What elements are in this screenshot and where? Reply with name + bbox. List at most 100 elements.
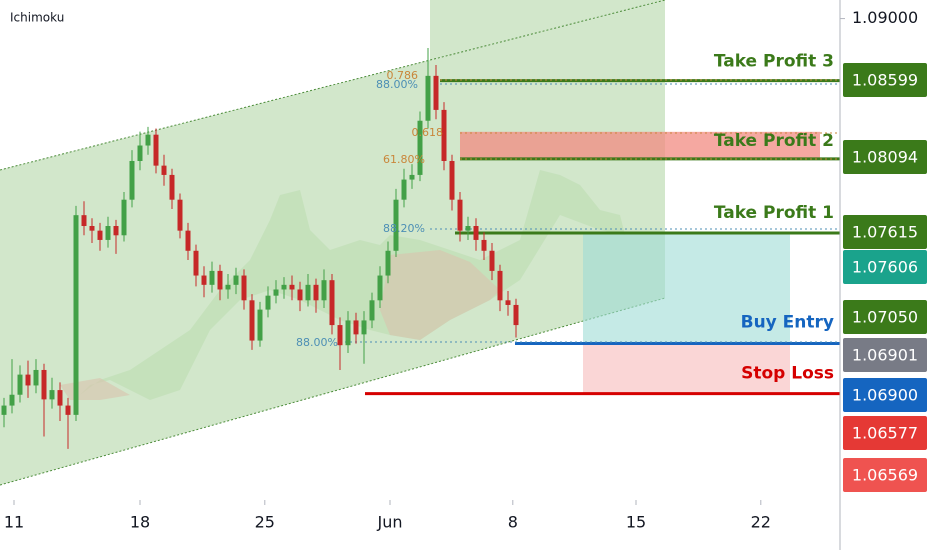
candle-body: [289, 284, 295, 290]
candle-body: [433, 75, 439, 110]
candle-body: [241, 275, 247, 301]
candle-body: [329, 280, 335, 326]
candle-body: [425, 75, 431, 121]
candle-body: [393, 199, 399, 251]
fib-label: 0.786: [387, 69, 419, 82]
x-tick-label: 18: [130, 513, 150, 532]
candle-body: [105, 226, 111, 240]
candle-body: [441, 109, 447, 161]
candle-body: [353, 320, 359, 335]
candle-body: [401, 179, 407, 200]
level-label: Stop Loss: [741, 364, 834, 384]
level-label: Take Profit 3: [714, 52, 834, 72]
candle-body: [385, 250, 391, 276]
candle-body: [201, 275, 207, 285]
candle-body: [33, 369, 39, 386]
x-tick-label: 11: [4, 513, 24, 532]
candle-body: [345, 320, 351, 346]
level-label: Take Profit 1: [714, 203, 834, 223]
price-tag: [843, 215, 927, 249]
candle-body: [9, 394, 15, 406]
candle-body: [185, 230, 191, 251]
candle-body: [505, 300, 511, 305]
candle-body: [417, 120, 423, 175]
price-tag: [843, 63, 927, 97]
price-tag: [843, 140, 927, 174]
candle-body: [209, 270, 215, 285]
candle-body: [449, 160, 455, 200]
price-tag: [843, 416, 927, 450]
candle-body: [369, 300, 375, 321]
candle-body: [113, 226, 119, 236]
candle-body: [137, 145, 143, 161]
candle-body: [481, 239, 487, 251]
fib-label: 88.00%: [296, 336, 338, 349]
candle-body: [489, 250, 495, 271]
price-tag-label: 1.07050: [852, 308, 918, 327]
candle-body: [89, 226, 95, 231]
candle-body: [233, 275, 239, 285]
channel-lower: [0, 297, 666, 486]
fib-label: 0.618: [412, 126, 444, 139]
fib-label: 88.00%: [376, 78, 418, 91]
price-tag: [843, 378, 927, 412]
price-tag-label: 1.06577: [852, 424, 918, 443]
candle-body: [465, 226, 471, 231]
candle-body: [1, 405, 7, 415]
candle-body: [305, 284, 311, 301]
candle-body: [313, 284, 319, 301]
fib-label: 61.80%: [383, 153, 425, 166]
x-tick-label: 25: [255, 513, 275, 532]
candle-body: [321, 280, 327, 301]
level-label: Take Profit 2: [714, 131, 834, 151]
candle-body: [169, 174, 175, 200]
x-tick-label: 15: [626, 513, 646, 532]
candle-body: [177, 199, 183, 231]
price-tag-label: 1.08599: [852, 71, 918, 90]
candle-body: [81, 215, 87, 227]
x-tick-label: 22: [751, 513, 771, 532]
price-tag: [843, 458, 927, 492]
price-tag-label: 1.06900: [852, 386, 918, 405]
candle-body: [457, 199, 463, 231]
candle-body: [193, 250, 199, 276]
candle-body: [225, 284, 231, 290]
candle-body: [17, 374, 23, 395]
y-tick-label: 1.09000: [852, 8, 918, 27]
candle-body: [161, 165, 167, 175]
ichimoku-cloud-bear: [380, 250, 500, 340]
candle-body: [49, 390, 55, 400]
price-tag-label: 1.07606: [852, 258, 918, 277]
candle-body: [281, 284, 287, 290]
price-tag: [843, 250, 927, 284]
candle-body: [409, 174, 415, 180]
candle-body: [249, 300, 255, 341]
candle-body: [265, 295, 271, 310]
candle-body: [41, 369, 47, 400]
candle-body: [153, 134, 159, 166]
price-tag: [843, 300, 927, 334]
candle-body: [129, 160, 135, 200]
price-tag: [843, 338, 927, 372]
candle-body: [145, 134, 151, 146]
candle-body: [497, 270, 503, 301]
fib-label: 88.20%: [383, 222, 425, 235]
candle-body: [25, 374, 31, 386]
loss-zone: [583, 343, 790, 394]
candle-body: [97, 230, 103, 240]
indicator-label: Ichimoku: [10, 11, 64, 25]
candle-body: [121, 199, 127, 236]
price-tag-label: 1.06901: [852, 346, 918, 365]
profit-zone: [583, 232, 790, 344]
candle-body: [377, 275, 383, 301]
candle-body: [273, 289, 279, 296]
price-tag-label: 1.06569: [852, 466, 918, 485]
candle-body: [513, 304, 519, 326]
candle-body: [361, 320, 367, 335]
candle-body: [473, 226, 479, 240]
x-tick-label: 8: [508, 513, 518, 532]
price-tag-label: 1.08094: [852, 148, 918, 167]
ichimoku-cloud: [80, 170, 625, 400]
candle-body: [297, 289, 303, 301]
